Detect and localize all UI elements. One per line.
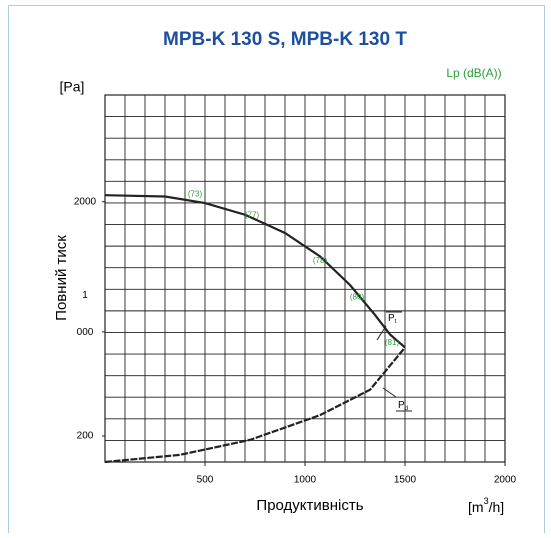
y-tick-label-part: 000 xyxy=(77,326,94,337)
label-arrow xyxy=(376,325,387,341)
x-unit: [m3/h] xyxy=(468,496,504,514)
sound-level: (81) xyxy=(385,338,400,347)
label-arrow xyxy=(382,387,397,398)
x-unit-part: /h] xyxy=(489,499,505,515)
sound-level: (73) xyxy=(188,190,203,199)
curve xyxy=(104,346,406,464)
chart-title: MPB-K 130 S, MPB-K 130 T xyxy=(163,29,407,50)
x-unit-part: [m xyxy=(468,499,484,515)
curve-name-sub: t xyxy=(395,319,397,325)
x-tick-label: 2000 xyxy=(494,475,517,486)
x-axis-title: Продуктивність xyxy=(256,497,363,514)
x-tick-label: 1000 xyxy=(294,475,317,486)
sound-level: (78) xyxy=(313,256,328,265)
x-tick-label: 1500 xyxy=(394,475,417,486)
y-unit: [Pa] xyxy=(60,79,85,95)
y-tick-label-part: 1 xyxy=(82,289,88,300)
y-tick-label: 200 xyxy=(77,431,94,442)
curve-name: Pt xyxy=(388,313,397,325)
frame xyxy=(8,5,545,536)
y-axis-title: Повний тиск xyxy=(53,235,70,321)
curve-name-main: P xyxy=(398,400,405,411)
x-tick-label: 500 xyxy=(197,475,214,486)
sound-label: Lp (dB(A)) xyxy=(446,66,501,80)
curve-name: Pd xyxy=(398,400,408,412)
y-tick-label: 1 000 xyxy=(77,289,94,337)
curve-name-main: P xyxy=(388,313,395,324)
sound-level: (80) xyxy=(350,292,365,301)
curve xyxy=(104,194,406,349)
x-unit-sup: 3 xyxy=(484,496,489,506)
sound-level: (77) xyxy=(245,210,260,219)
y-tick-label: 2000 xyxy=(74,196,97,207)
curve-name-sub: d xyxy=(405,406,408,412)
